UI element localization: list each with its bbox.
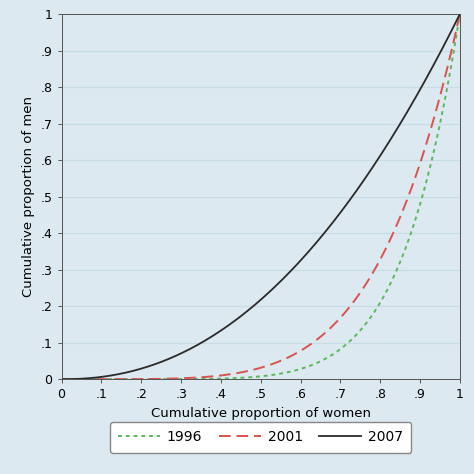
1996 — [234, 375, 240, 381]
2001 — [59, 376, 64, 382]
1996 — [457, 11, 463, 17]
2001 — [457, 11, 463, 17]
1996 — [332, 350, 338, 356]
2007 — [59, 376, 64, 382]
2001 — [220, 373, 226, 378]
2007 — [234, 316, 240, 322]
1996 — [376, 301, 382, 307]
2001 — [376, 258, 382, 264]
Line: 2001: 2001 — [62, 14, 460, 379]
1996 — [59, 376, 64, 382]
2001 — [234, 370, 240, 376]
2007 — [332, 217, 338, 222]
Line: 1996: 1996 — [62, 14, 460, 379]
X-axis label: Cumulative proportion of women: Cumulative proportion of women — [151, 407, 371, 420]
Y-axis label: Cumulative proportion of men: Cumulative proportion of men — [22, 96, 35, 297]
Legend: 1996, 2001, 2007: 1996, 2001, 2007 — [110, 422, 411, 453]
2007 — [100, 374, 105, 380]
2007 — [369, 165, 375, 171]
2007 — [220, 327, 226, 332]
2001 — [369, 271, 375, 277]
2007 — [457, 11, 463, 17]
1996 — [369, 312, 375, 318]
1996 — [220, 376, 226, 382]
2007 — [376, 155, 382, 160]
2001 — [332, 320, 338, 326]
1996 — [100, 376, 105, 382]
2001 — [100, 376, 105, 382]
Line: 2007: 2007 — [62, 14, 460, 379]
